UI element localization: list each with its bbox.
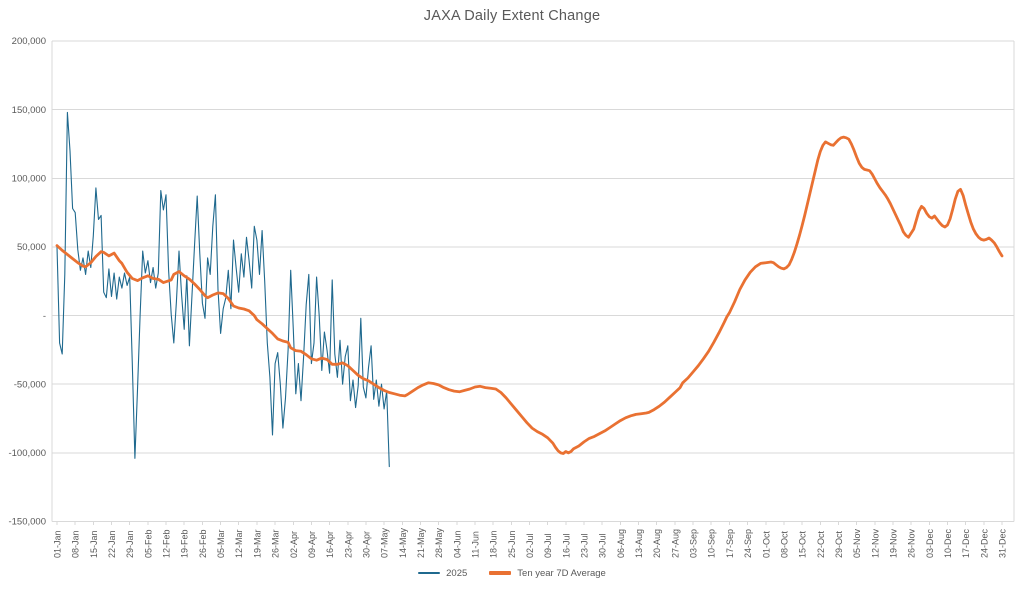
x-tick-label: 21-May bbox=[416, 527, 426, 558]
x-tick-label: 12-Nov bbox=[870, 528, 880, 558]
x-tick-label: 27-Aug bbox=[670, 529, 680, 558]
legend-label-2025: 2025 bbox=[446, 567, 468, 579]
y-axis-labels: 200,000 150,000 100,000 50,000 - -50,000 -100,… bbox=[8, 36, 46, 528]
legend: 2025 Ten year 7D Average bbox=[0, 564, 1024, 582]
x-tick-label: 05-Mar bbox=[216, 529, 226, 558]
x-tick-label: 13-Aug bbox=[634, 529, 644, 558]
y-tick-label: -50,000 bbox=[14, 379, 46, 390]
x-tick-label: 24-Dec bbox=[979, 528, 989, 558]
x-tick-label: 16-Jul bbox=[561, 533, 571, 558]
x-tick-label: 19-Feb bbox=[180, 529, 190, 558]
y-tick-label: 50,000 bbox=[17, 242, 46, 253]
x-tick-label: 12-Feb bbox=[162, 529, 172, 558]
y-tick-label: - bbox=[43, 311, 46, 322]
x-tick-label: 31-Dec bbox=[998, 528, 1008, 558]
x-tick-label: 15-Oct bbox=[798, 530, 808, 558]
x-tick-label: 29-Oct bbox=[834, 530, 844, 558]
x-tick-label: 25-Jun bbox=[507, 530, 517, 558]
x-tick-label: 26-Mar bbox=[271, 529, 281, 558]
legend-item-2025: 2025 bbox=[418, 568, 467, 579]
x-tick-label: 14-May bbox=[398, 527, 408, 558]
x-tick-label: 08-Oct bbox=[779, 530, 789, 558]
y-tick-label: 200,000 bbox=[12, 36, 46, 47]
legend-label-ten-year-avg: Ten year 7D Average bbox=[517, 567, 606, 579]
x-tick-label: 10-Dec bbox=[943, 528, 953, 558]
x-tick-label: 17-Dec bbox=[961, 528, 971, 558]
x-tick-label: 05-Feb bbox=[143, 529, 153, 558]
x-tick-label: 30-Jul bbox=[598, 533, 608, 558]
gridlines bbox=[52, 40, 1014, 522]
x-tick-label: 09-Apr bbox=[307, 531, 317, 558]
legend-swatch-ten-year-avg-line bbox=[489, 571, 512, 575]
series-2025-line bbox=[56, 111, 390, 468]
x-tick-label: 09-Jul bbox=[543, 533, 553, 558]
x-tick-label: 26-Feb bbox=[198, 529, 208, 558]
x-axis-ticks bbox=[56, 521, 1003, 525]
y-tick-label: 100,000 bbox=[12, 173, 46, 184]
x-tick-label: 05-Nov bbox=[852, 528, 862, 558]
x-tick-label: 20-Aug bbox=[652, 529, 662, 558]
x-tick-label: 15-Jan bbox=[89, 530, 99, 558]
x-tick-label: 19-Mar bbox=[252, 529, 262, 558]
x-tick-label: 24-Sep bbox=[743, 529, 753, 558]
x-tick-label: 01-Oct bbox=[761, 530, 771, 558]
x-tick-label: 01-Jan bbox=[53, 530, 63, 558]
series-ten-year-avg-line bbox=[55, 135, 1004, 455]
x-tick-label: 11-Jun bbox=[470, 531, 480, 558]
x-tick-label: 28-May bbox=[434, 527, 444, 558]
x-tick-label: 07-May bbox=[380, 527, 390, 558]
x-tick-label: 02-Jul bbox=[525, 533, 535, 558]
y-tick-label: 150,000 bbox=[12, 105, 46, 116]
x-tick-label: 26-Nov bbox=[907, 528, 917, 558]
x-tick-label: 10-Sep bbox=[707, 529, 717, 558]
legend-swatch-2025-line bbox=[418, 572, 441, 574]
legend-item-ten-year-avg: Ten year 7D Average bbox=[489, 568, 606, 579]
x-tick-label: 22-Oct bbox=[816, 530, 826, 558]
x-tick-label: 18-Jun bbox=[489, 530, 499, 558]
y-tick-label: -150,000 bbox=[8, 517, 46, 528]
x-tick-label: 06-Aug bbox=[616, 529, 626, 558]
x-tick-label: 23-Apr bbox=[343, 531, 353, 558]
y-tick-label: -100,000 bbox=[8, 448, 46, 459]
x-tick-label: 04-Jun bbox=[452, 530, 462, 558]
chart-title: JAXA Daily Extent Change bbox=[423, 8, 601, 24]
x-tick-label: 03-Dec bbox=[925, 528, 935, 558]
x-tick-label: 17-Sep bbox=[725, 529, 735, 558]
x-axis-labels: 01-Jan 08-Jan 15-Jan 22-Jan 29-Jan 05-Feb 12-F… bbox=[53, 527, 1008, 558]
x-tick-label: 16-Apr bbox=[325, 531, 335, 558]
x-tick-label: 30-Apr bbox=[361, 531, 371, 558]
x-tick-label: 03-Sep bbox=[689, 529, 699, 558]
x-tick-label: 23-Jul bbox=[580, 533, 590, 558]
x-tick-label: 08-Jan bbox=[71, 530, 81, 558]
x-tick-label: 19-Nov bbox=[888, 528, 898, 558]
x-tick-label: 02-Apr bbox=[289, 531, 299, 558]
x-tick-label: 22-Jan bbox=[107, 530, 117, 558]
x-tick-label: 12-Mar bbox=[234, 529, 244, 558]
x-tick-label: 29-Jan bbox=[125, 530, 135, 558]
